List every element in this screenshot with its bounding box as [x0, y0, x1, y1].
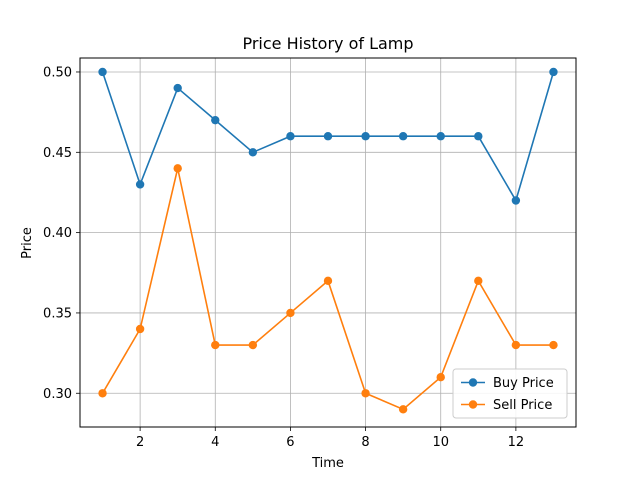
x-tick-label: 4 [211, 435, 219, 450]
y-tick-label: 0.40 [43, 226, 72, 241]
data-point [511, 196, 521, 205]
y-tick-label: 0.45 [43, 146, 72, 161]
data-point [398, 132, 408, 141]
legend-item: Buy Price [461, 376, 554, 391]
x-axis-label: Time [311, 456, 344, 471]
series-sell-price [98, 164, 558, 414]
data-point [135, 324, 145, 334]
legend-label: Sell Price [493, 398, 552, 413]
data-point [211, 340, 220, 350]
data-point [549, 67, 558, 77]
legend-marker [468, 400, 478, 409]
data-point [474, 132, 483, 141]
data-point [98, 67, 107, 77]
x-tick-label: 12 [508, 435, 525, 450]
data-point [511, 340, 521, 350]
x-tick-label: 2 [136, 435, 144, 450]
data-point [474, 276, 483, 286]
data-point [549, 340, 558, 350]
series-layer [98, 67, 558, 414]
legend-box [452, 368, 568, 419]
x-tick-label: 6 [286, 435, 294, 450]
data-point [436, 373, 445, 382]
x-tick-label: 8 [361, 435, 369, 450]
data-point [361, 389, 370, 398]
y-axis-ticks: 0.30 0.35 0.40 0.45 0.50 [43, 65, 80, 402]
data-point [248, 148, 258, 157]
data-point [436, 132, 445, 141]
x-tick-label: 10 [432, 435, 449, 450]
data-point [323, 132, 333, 141]
chart-title: Price History of Lamp [242, 34, 413, 53]
data-point [323, 276, 333, 286]
data-point [398, 405, 408, 414]
y-axis-label: Price [20, 227, 35, 259]
data-point [248, 340, 258, 350]
legend-label: Buy Price [493, 376, 554, 391]
series-buy-price [98, 67, 558, 205]
legend-item: Sell Price [461, 398, 552, 413]
data-point [361, 132, 370, 141]
legend-marker [468, 378, 478, 387]
y-tick-label: 0.50 [43, 65, 72, 80]
data-point [286, 132, 295, 141]
data-point [211, 115, 220, 125]
legend: Buy Price Sell Price [452, 368, 568, 419]
plot-frame [79, 57, 577, 428]
data-point [173, 83, 182, 93]
x-axis-ticks: 2 4 6 8 10 12 [136, 427, 524, 450]
y-tick-label: 0.30 [43, 387, 72, 402]
data-point [173, 164, 182, 173]
data-point [286, 308, 295, 318]
data-point [98, 389, 107, 398]
y-tick-label: 0.35 [43, 306, 72, 321]
data-point [135, 180, 145, 189]
